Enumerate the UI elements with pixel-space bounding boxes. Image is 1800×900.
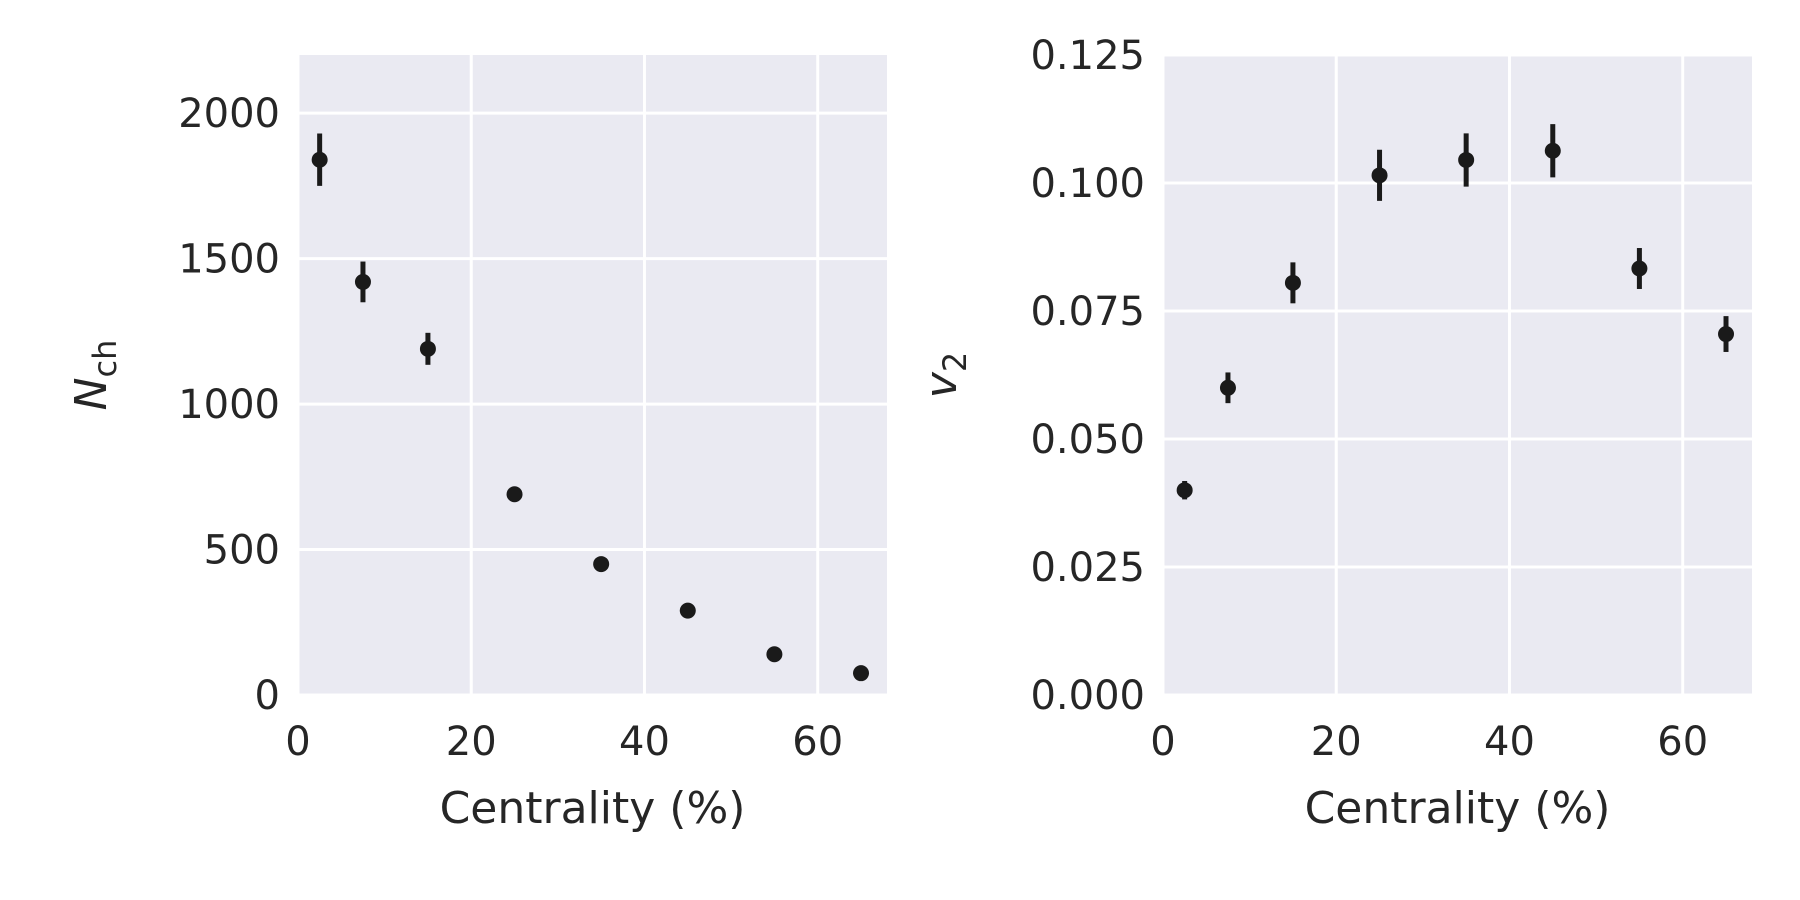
y-tick-label: 1500 (178, 237, 280, 283)
x-tick-label: 20 (446, 719, 497, 765)
y-tick-label: 1000 (178, 382, 280, 428)
data-point (1458, 151, 1475, 168)
x-tick-label: 60 (792, 719, 843, 765)
x-tick-label: 20 (1311, 719, 1362, 765)
x-tick-label: 40 (619, 719, 670, 765)
y-tick-label: 0.025 (1030, 545, 1145, 591)
data-point (853, 665, 870, 682)
data-point (766, 646, 783, 663)
data-point (311, 151, 328, 168)
data-point (679, 602, 696, 619)
x-axis-label: Centrality (%) (1305, 783, 1611, 834)
x-axis-label: Centrality (%) (440, 783, 746, 834)
plot-area (1163, 55, 1752, 695)
y-tick-label: 0.100 (1030, 161, 1145, 207)
y-tick-label: 0 (255, 673, 280, 719)
panel-1: 0 20 40 60 0 500 1000 1500 2000 Centrality (%) Nch (66, 55, 887, 834)
data-point (593, 556, 610, 573)
data-point (1718, 326, 1735, 343)
y-tick-label: 500 (204, 528, 280, 574)
data-point (1284, 274, 1301, 291)
x-tick-label: 0 (285, 719, 310, 765)
x-tick-label: 60 (1657, 719, 1708, 765)
data-point (419, 340, 436, 357)
y-axis-label: Nch (66, 340, 124, 411)
panel-2: 0 20 40 60 0.000 0.025 0.050 0.075 0.100 0.125 Cen… (916, 33, 1752, 834)
data-point (1544, 142, 1561, 159)
data-point (1176, 482, 1193, 499)
x-tick-label: 0 (1150, 719, 1175, 765)
y-tick-label: 0.000 (1030, 673, 1145, 719)
data-point (354, 273, 371, 290)
y-axis-label: v2 (916, 352, 974, 398)
x-tick-label: 40 (1484, 719, 1535, 765)
data-point (1219, 379, 1236, 396)
y-tick-label: 0.125 (1030, 33, 1145, 79)
data-point (506, 486, 523, 503)
data-point (1631, 260, 1648, 277)
y-tick-label: 2000 (178, 91, 280, 137)
y-tick-label: 0.050 (1030, 417, 1145, 463)
y-tick-label: 0.075 (1030, 289, 1145, 335)
plot-area (298, 55, 887, 695)
data-point (1371, 167, 1388, 184)
